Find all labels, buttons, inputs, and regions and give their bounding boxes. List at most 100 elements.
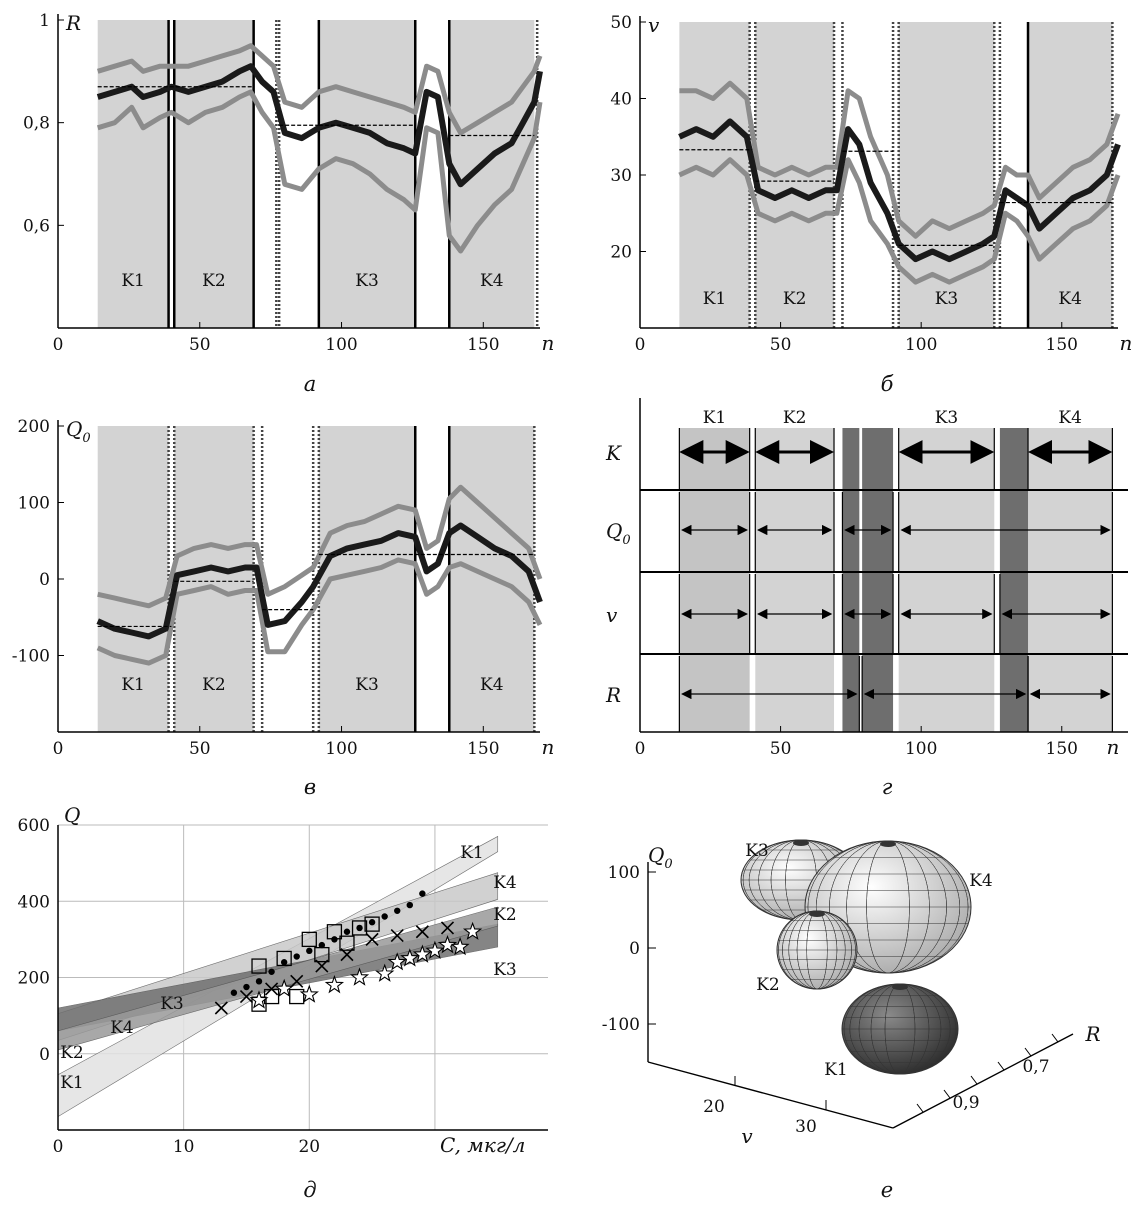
y-tick-label: 0 (629, 939, 640, 959)
y-tick-label: 400 (18, 892, 50, 912)
series-upper (679, 80, 1121, 239)
point-K1 (306, 947, 313, 955)
point-K3 (462, 921, 483, 940)
y-axis-label: Q0 (66, 417, 91, 446)
series-upper (96, 43, 543, 136)
segment-K1 (97, 20, 169, 328)
dark-band (999, 428, 1029, 732)
point-K4 (239, 989, 254, 1004)
r-tick (916, 1103, 924, 1113)
segment-label: K1 (703, 408, 727, 428)
v-tick-label: 30 (795, 1117, 817, 1137)
v-axis (647, 1061, 894, 1129)
x-axis-label: n (1120, 331, 1133, 355)
segment-label: K1 (703, 289, 727, 309)
panel-е: 100 0 -100 20 30 0,7 0,9 v R K1 K2 K3 K4 (602, 839, 1101, 1148)
y-tick-label: 0,6 (23, 216, 50, 236)
y-tick-label: 20 (610, 243, 632, 263)
point-K2 (301, 931, 317, 948)
y-axis-label: v (648, 13, 660, 37)
panel-caption: д (303, 1178, 316, 1202)
y-axis-label: Q0 (648, 843, 673, 872)
y-tick-label: -100 (12, 647, 50, 667)
series-lower (96, 557, 543, 666)
point-K3 (425, 940, 445, 960)
row-label: Q0 (606, 519, 631, 548)
light-band (679, 428, 750, 732)
r-tick (1051, 1033, 1059, 1043)
point-K3 (375, 963, 395, 982)
point-K4 (315, 959, 329, 973)
x-axis-label: n (542, 735, 555, 759)
y-tick-label: 100 (18, 494, 50, 514)
point-K4 (440, 921, 455, 935)
point-K3 (349, 967, 370, 986)
point-K4 (390, 928, 404, 943)
segment-label: K4 (480, 675, 504, 695)
point-K1 (280, 959, 288, 966)
panel-а: 0 50 100 150 1 0,8 0,6 n K1 K2 K3 K4 (23, 11, 554, 355)
point-K1 (318, 941, 326, 949)
x-tick-label: 50 (770, 335, 792, 355)
y-tick-label: 200 (18, 969, 50, 989)
r-tick (943, 1089, 951, 1099)
pole (892, 984, 908, 990)
pole (880, 841, 896, 847)
ellipsoid-K1 (841, 983, 959, 1075)
point-K3 (412, 944, 432, 963)
series-lower (96, 89, 543, 254)
r-tick-label: 0,7 (1022, 1057, 1049, 1077)
panel-caption: в (304, 775, 316, 799)
segment-K4 (1028, 22, 1113, 328)
panel-caption: а (304, 372, 317, 396)
point-K4 (290, 974, 304, 988)
panel-caption: б (881, 372, 894, 396)
point-K1 (381, 913, 388, 920)
point-K4 (415, 925, 429, 939)
r-tick-label: 0,9 (952, 1093, 979, 1113)
y-tick-label: 100 (608, 863, 640, 883)
x-tick-label: 150 (467, 335, 499, 355)
r-axis (892, 1033, 1074, 1129)
r-tick (1024, 1047, 1032, 1057)
point-K1 (268, 968, 275, 975)
segment-label: K1 (121, 271, 145, 291)
x-tick-label: 0 (53, 335, 64, 355)
x-tick-label: 100 (905, 335, 937, 355)
point-K3 (400, 948, 420, 967)
segment-label: K3 (935, 289, 959, 309)
x-tick-label: 0 (53, 1137, 64, 1157)
x-tick-label: 100 (325, 335, 357, 355)
segment-label: K3 (935, 408, 959, 428)
segment-label: K2 (783, 289, 807, 309)
segment-label: K4 (1058, 289, 1082, 309)
x-axis-label: n (1107, 735, 1120, 759)
dark-band (842, 428, 860, 732)
point-K4 (214, 1001, 228, 1015)
x-tick-label: 50 (770, 739, 792, 759)
point-K1 (368, 919, 376, 926)
v-tick-label: 20 (703, 1097, 725, 1117)
series-label-right: K2 (493, 905, 517, 925)
segment-label: K3 (355, 675, 379, 695)
x-tick-label: 0 (635, 739, 646, 759)
y-tick-label: 0 (39, 1045, 50, 1065)
light-band (755, 428, 835, 732)
point-K1 (255, 978, 263, 985)
point-K2 (314, 946, 330, 963)
series-label-right: K1 (460, 843, 484, 863)
segment-K2 (755, 22, 835, 328)
segment-label: K2 (202, 675, 226, 695)
segment-label: K4 (480, 271, 504, 291)
series-label-left: K3 (160, 994, 184, 1014)
point-K1 (293, 953, 300, 960)
x-tick-label: 150 (1046, 739, 1078, 759)
y-tick-label: 50 (610, 13, 632, 33)
segment-K2 (174, 426, 254, 732)
ellipsoid-label: K3 (745, 841, 769, 861)
point-K3 (324, 974, 345, 994)
pole (809, 911, 825, 917)
ellipsoid-K2 (776, 910, 858, 990)
pole (793, 840, 809, 846)
